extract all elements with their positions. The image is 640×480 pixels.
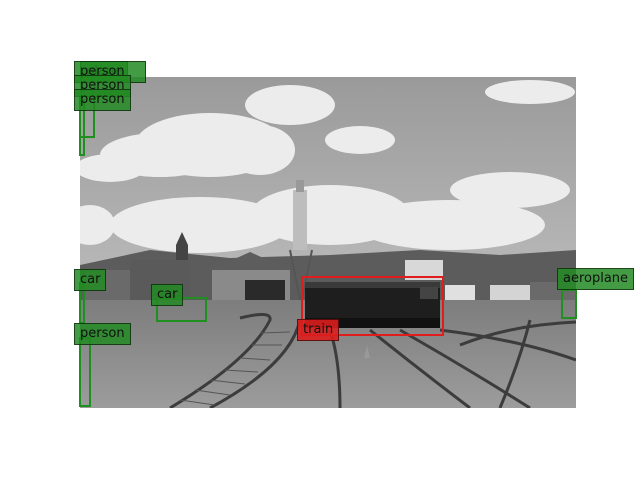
photo — [80, 77, 576, 408]
detection-label-train: train — [297, 319, 340, 341]
detection-label-person-3: person — [74, 89, 131, 111]
detection-label-person-bottom: person — [74, 323, 131, 345]
detection-label-car-right: car — [151, 284, 184, 306]
box-aeroplane — [561, 289, 577, 319]
clouds — [80, 80, 575, 253]
rail-tracks — [169, 313, 576, 408]
detection-label-aeroplane: aeroplane — [557, 268, 635, 290]
locomotive — [305, 282, 440, 328]
box-train — [301, 276, 444, 336]
detection-label-car-left: car — [74, 269, 107, 291]
rail-ties — [179, 331, 291, 406]
